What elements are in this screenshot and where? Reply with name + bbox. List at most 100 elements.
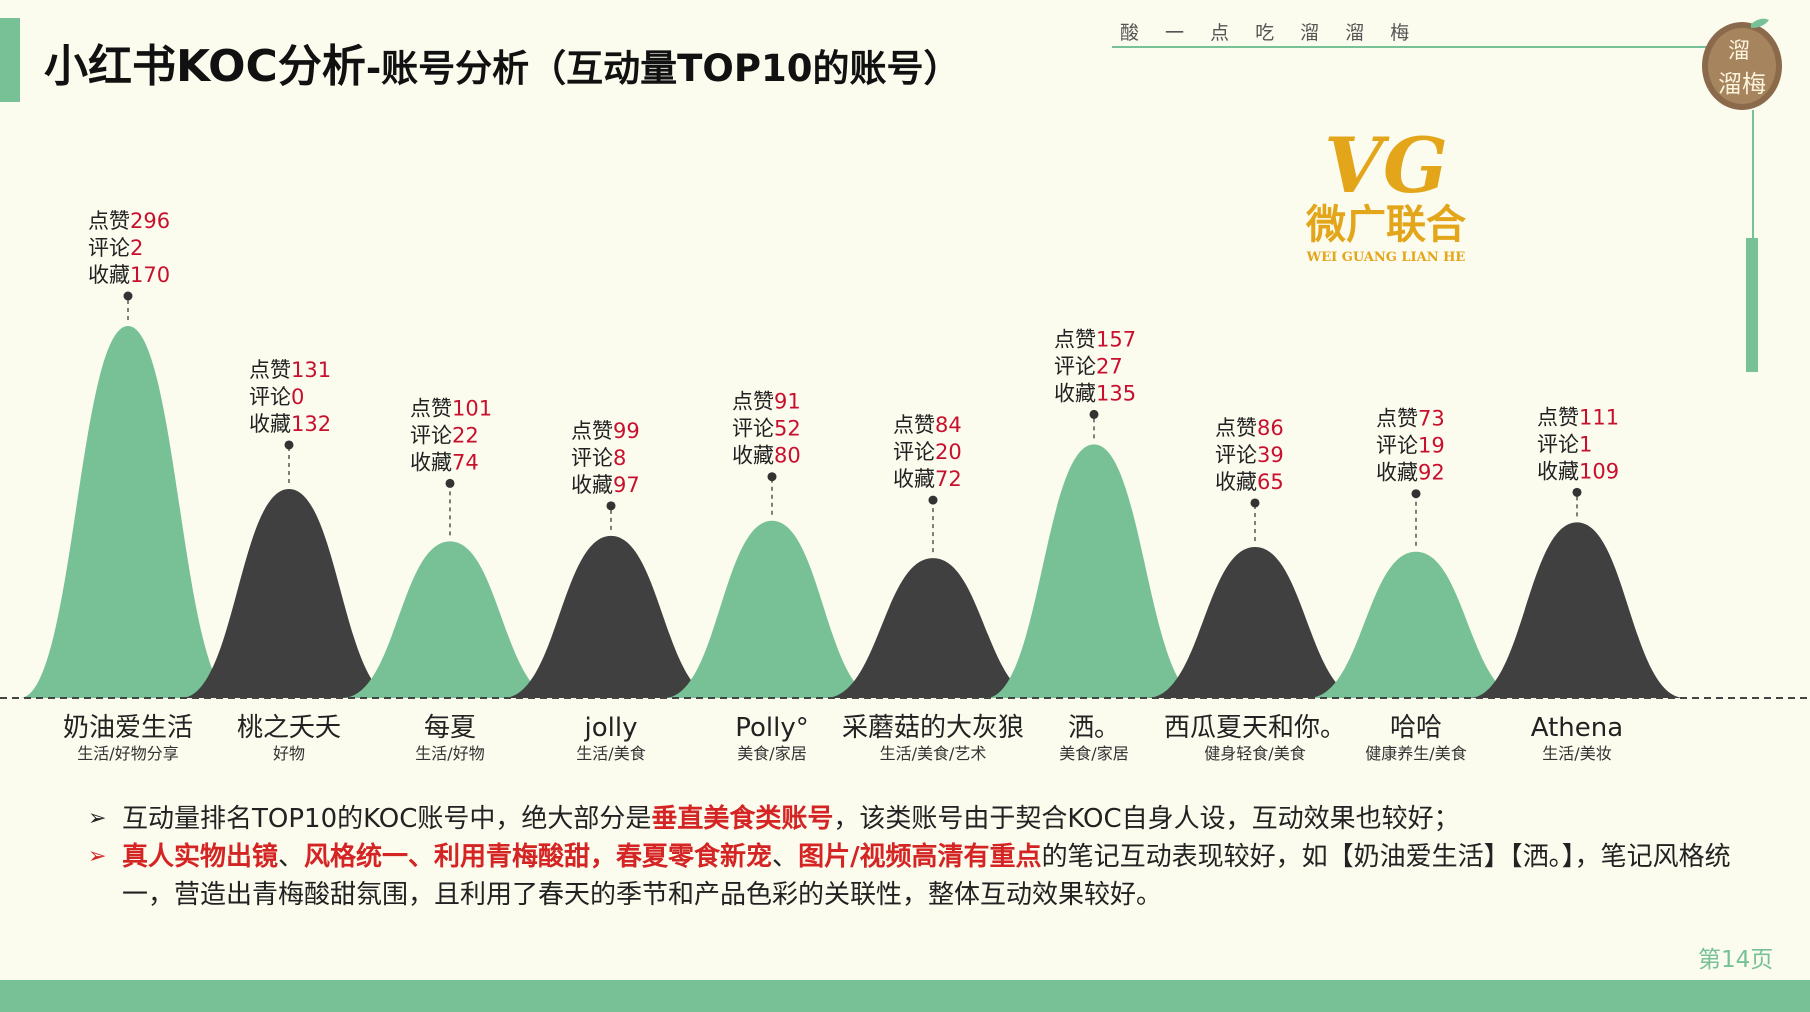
metric-name-likes: 点赞 — [571, 419, 613, 443]
metric-value-comments: 0 — [291, 385, 304, 409]
metric-name-likes: 点赞 — [732, 390, 774, 414]
note-2-text: 的笔记互动表现较好，如【奶油爱生活】【洒。】，笔记风格统一，营造出青梅酸甜氛围，… — [122, 842, 1731, 910]
vg-logo: VG 微广联合 WEI GUANG LIAN HE — [1305, 121, 1466, 265]
metric-name-saves: 收藏 — [893, 467, 935, 491]
metric-value-likes: 84 — [935, 413, 962, 437]
brand-seal-text-2: 溜梅 — [1718, 70, 1766, 98]
metric-name-saves: 收藏 — [1215, 470, 1257, 494]
account-tags-10: 生活/美妆 — [1542, 744, 1611, 763]
mound-2 — [181, 488, 397, 698]
metric-value-comments: 22 — [452, 423, 479, 447]
metric-value-likes: 86 — [1257, 416, 1284, 440]
leader-dot-4 — [606, 501, 616, 511]
note-2: ➢ 真人实物出镜、风格统一、利用青梅酸甜，春夏零食新宠、图片/视频高清有重点的笔… — [88, 838, 1768, 914]
metric-label-likes-3: 点赞101 — [410, 396, 492, 420]
metric-label-saves-5: 收藏80 — [732, 444, 801, 468]
account-name-10: Athena — [1531, 713, 1623, 743]
brand-slogan: 酸 一 点 吃 溜 溜 梅 — [1120, 22, 1420, 44]
metric-value-comments: 2 — [130, 236, 143, 260]
note-1-text: 互动量排名TOP10的KOC账号中，绝大部分是 — [122, 804, 652, 834]
metric-label-saves-4: 收藏97 — [571, 473, 640, 497]
metric-name-comments: 评论 — [732, 417, 774, 441]
page-number: 第14页 — [1698, 947, 1774, 973]
metric-name-comments: 评论 — [249, 385, 291, 409]
metric-name-comments: 评论 — [1537, 432, 1579, 456]
metric-name-saves: 收藏 — [1537, 459, 1579, 483]
metric-label-saves-6: 收藏72 — [893, 467, 962, 491]
metric-name-likes: 点赞 — [88, 209, 130, 233]
metric-name-comments: 评论 — [410, 423, 452, 447]
metric-value-likes: 101 — [452, 396, 492, 420]
mound-4 — [503, 535, 719, 698]
metric-name-saves: 收藏 — [732, 444, 774, 468]
metric-name-comments: 评论 — [893, 440, 935, 464]
account-tags-5: 美食/家居 — [737, 744, 806, 763]
metric-label-likes-5: 点赞91 — [732, 390, 801, 414]
vg-logo-pinyin: WEI GUANG LIAN HE — [1306, 250, 1466, 265]
page-title-main: 小红书KOC分析 — [44, 41, 366, 92]
account-name-5: Polly° — [735, 713, 809, 743]
metric-label-comments-7: 评论27 — [1054, 354, 1123, 378]
metric-value-comments: 8 — [613, 446, 626, 470]
analysis-notes: ➢ 互动量排名TOP10的KOC账号中，绝大部分是垂直美食类账号，该类账号由于契… — [88, 800, 1768, 914]
metric-value-likes: 296 — [130, 209, 170, 233]
metric-name-likes: 点赞 — [1376, 407, 1418, 431]
account-name-6: 采蘑菇的大灰狼 — [842, 713, 1024, 743]
metric-label-likes-9: 点赞73 — [1376, 407, 1445, 431]
metric-label-comments-10: 评论1 — [1537, 432, 1592, 456]
metric-name-saves: 收藏 — [571, 473, 613, 497]
account-tags-1: 生活/好物分享 — [77, 744, 178, 763]
account-name-7: 洒。 — [1068, 713, 1120, 743]
metric-value-saves: 135 — [1096, 381, 1136, 405]
metric-name-saves: 收藏 — [1054, 381, 1096, 405]
metric-label-comments-8: 评论39 — [1215, 443, 1284, 467]
metric-label-comments-1: 评论2 — [88, 236, 143, 260]
metric-name-saves: 收藏 — [410, 450, 452, 474]
metric-name-likes: 点赞 — [1215, 416, 1257, 440]
account-tags-9: 健康养生/美食 — [1365, 744, 1466, 763]
metric-name-likes: 点赞 — [1537, 405, 1579, 429]
metric-name-likes: 点赞 — [410, 396, 452, 420]
metric-label-saves-3: 收藏74 — [410, 450, 479, 474]
bullet-arrow-icon: ➢ — [88, 844, 107, 869]
metric-value-likes: 111 — [1579, 405, 1619, 429]
account-tags-4: 生活/美食 — [576, 744, 645, 763]
metric-name-comments: 评论 — [1376, 434, 1418, 458]
account-tags-7: 美食/家居 — [1059, 744, 1128, 763]
metric-value-saves: 65 — [1257, 470, 1284, 494]
metric-label-saves-2: 收藏132 — [249, 412, 331, 436]
metric-name-comments: 评论 — [1054, 354, 1096, 378]
note-2-highlight-3: 图片/视频高清有重点 — [798, 842, 1042, 872]
right-accent-bar — [1746, 238, 1758, 372]
account-tags-2: 好物 — [273, 744, 305, 763]
metric-value-comments: 19 — [1418, 434, 1445, 458]
leader-dot-7 — [1089, 409, 1099, 419]
metric-value-comments: 20 — [935, 440, 962, 464]
metric-label-comments-2: 评论0 — [249, 385, 304, 409]
mound-6 — [825, 558, 1041, 698]
metric-name-saves: 收藏 — [249, 412, 291, 436]
metric-value-saves: 109 — [1579, 459, 1619, 483]
metric-label-comments-5: 评论52 — [732, 417, 801, 441]
note-1-highlight: 垂直美食类账号 — [651, 804, 834, 834]
metric-name-comments: 评论 — [571, 446, 613, 470]
right-accent-line — [1752, 110, 1754, 240]
metric-value-likes: 157 — [1096, 327, 1136, 351]
vg-logo-mark: VG — [1324, 121, 1448, 210]
leader-dot-8 — [1250, 498, 1260, 508]
metric-name-saves: 收藏 — [88, 263, 130, 287]
note-2-sep-1: 、 — [278, 842, 305, 872]
metric-label-likes-6: 点赞84 — [893, 413, 962, 437]
metric-label-likes-8: 点赞86 — [1215, 416, 1284, 440]
metric-name-likes: 点赞 — [893, 413, 935, 437]
account-tags-3: 生活/好物 — [415, 744, 484, 763]
metric-value-likes: 99 — [613, 419, 640, 443]
brand-seal-text-1: 溜 — [1728, 39, 1750, 64]
metric-name-likes: 点赞 — [1054, 327, 1096, 351]
note-1: ➢ 互动量排名TOP10的KOC账号中，绝大部分是垂直美食类账号，该类账号由于契… — [88, 800, 1768, 838]
slogan-divider — [1112, 46, 1707, 48]
metric-name-comments: 评论 — [1215, 443, 1257, 467]
metric-label-likes-4: 点赞99 — [571, 419, 640, 443]
brand-seal-logo: 溜 溜梅 — [1702, 18, 1782, 110]
